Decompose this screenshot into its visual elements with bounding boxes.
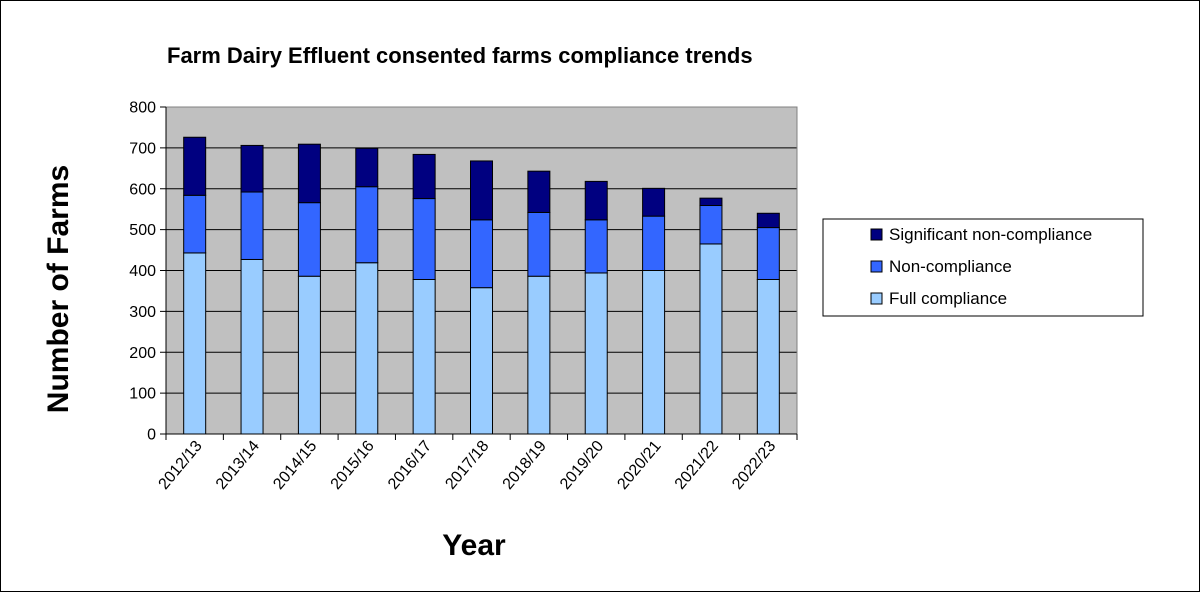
- y-tick-label-600: 600: [129, 181, 156, 198]
- y-tick-label-800: 800: [129, 100, 156, 117]
- legend-label-non-compliance: Non-compliance: [889, 257, 1012, 276]
- x-tick-label-2021-22: 2021/22: [672, 438, 722, 493]
- bar-significant-non-compliance-2020-21: [642, 187, 666, 217]
- bar-full-compliance-2020-21: [642, 270, 666, 435]
- legend-swatch-full-compliance: [870, 292, 883, 305]
- y-tick-label-200: 200: [129, 345, 156, 362]
- x-tick-label-2022-23: 2022/23: [729, 438, 779, 493]
- x-axis-title: Year: [442, 529, 506, 562]
- bar-significant-non-compliance-2018-19: [527, 170, 551, 213]
- bar-non-compliance-2013-14: [240, 191, 264, 260]
- bar-significant-non-compliance-2013-14: [240, 144, 264, 193]
- bar-non-compliance-2014-15: [297, 202, 321, 277]
- legend-label-significant-non-compliance: Significant non-compliance: [889, 225, 1092, 244]
- y-tick-label-300: 300: [129, 304, 156, 321]
- bar-full-compliance-2019-20: [584, 272, 608, 435]
- x-tick-label-2020-21: 2020/21: [614, 438, 664, 493]
- bar-full-compliance-2022-23: [756, 278, 780, 435]
- bar-non-compliance-2015-16: [355, 186, 379, 264]
- y-tick-label-100: 100: [129, 386, 156, 403]
- bar-full-compliance-2012-13: [183, 252, 207, 435]
- y-tick-label-500: 500: [129, 222, 156, 239]
- bar-significant-non-compliance-2014-15: [297, 143, 321, 204]
- bar-full-compliance-2014-15: [297, 275, 321, 435]
- bar-significant-non-compliance-2015-16: [355, 147, 379, 188]
- bar-non-compliance-2019-20: [584, 219, 608, 274]
- x-tick-label-2013-14: 2013/14: [213, 438, 263, 493]
- legend: Significant non-compliance Non-compliance…: [822, 218, 1144, 317]
- x-tick-label-2014-15: 2014/15: [270, 438, 320, 493]
- bar-full-compliance-2021-22: [699, 243, 723, 435]
- bar-full-compliance-2018-19: [527, 275, 551, 435]
- bar-significant-non-compliance-2019-20: [584, 180, 608, 221]
- x-tick-label-2012-13: 2012/13: [156, 438, 206, 493]
- x-tick-label-2016-17: 2016/17: [385, 438, 435, 493]
- bar-significant-non-compliance-2012-13: [183, 136, 207, 196]
- bar-significant-non-compliance-2021-22: [699, 197, 723, 207]
- y-tick-label-0: 0: [147, 427, 156, 444]
- bar-significant-non-compliance-2016-17: [412, 153, 436, 200]
- legend-swatch-significant-non-compliance: [870, 228, 883, 241]
- bar-non-compliance-2022-23: [756, 227, 780, 280]
- x-tick-label-2015-16: 2015/16: [328, 438, 378, 493]
- x-tick-label-2019-20: 2019/20: [557, 438, 607, 493]
- y-axis-title: Number of Farms: [42, 165, 75, 413]
- bar-non-compliance-2017-18: [470, 219, 493, 289]
- x-tick-label-2017-18: 2017/18: [442, 438, 492, 493]
- x-tick-label-2018-19: 2018/19: [500, 438, 550, 493]
- bar-non-compliance-2012-13: [183, 194, 207, 254]
- y-tick-label-400: 400: [129, 263, 156, 280]
- y-tick-label-700: 700: [129, 140, 156, 157]
- bar-full-compliance-2017-18: [470, 287, 493, 435]
- chart-title: Farm Dairy Effluent consented farms comp…: [167, 43, 753, 68]
- bar-non-compliance-2020-21: [642, 215, 666, 271]
- bar-full-compliance-2016-17: [412, 278, 436, 435]
- bar-non-compliance-2021-22: [699, 205, 723, 245]
- bar-non-compliance-2018-19: [527, 211, 551, 277]
- legend-label-full-compliance: Full compliance: [889, 289, 1007, 308]
- bar-significant-non-compliance-2022-23: [756, 212, 780, 229]
- bar-significant-non-compliance-2017-18: [470, 160, 493, 221]
- bar-non-compliance-2016-17: [412, 198, 436, 280]
- legend-swatch-non-compliance: [870, 260, 883, 273]
- bar-full-compliance-2015-16: [355, 262, 379, 435]
- bar-full-compliance-2013-14: [240, 258, 264, 435]
